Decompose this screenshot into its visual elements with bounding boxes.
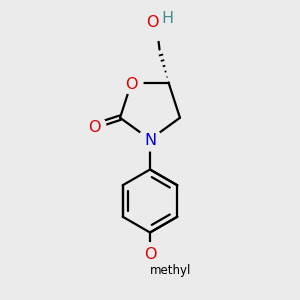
- Text: methyl: methyl: [0, 299, 1, 300]
- Text: methyl: methyl: [150, 264, 192, 277]
- Text: H: H: [162, 11, 174, 26]
- Text: N: N: [144, 134, 156, 148]
- Text: O: O: [146, 15, 158, 30]
- Circle shape: [140, 8, 173, 41]
- Text: O: O: [144, 247, 156, 262]
- Circle shape: [120, 71, 143, 94]
- Text: O: O: [88, 120, 100, 135]
- Circle shape: [83, 115, 106, 137]
- Text: O: O: [125, 76, 138, 92]
- Circle shape: [139, 128, 161, 151]
- Circle shape: [148, 248, 184, 284]
- Circle shape: [152, 252, 190, 289]
- Circle shape: [139, 243, 161, 266]
